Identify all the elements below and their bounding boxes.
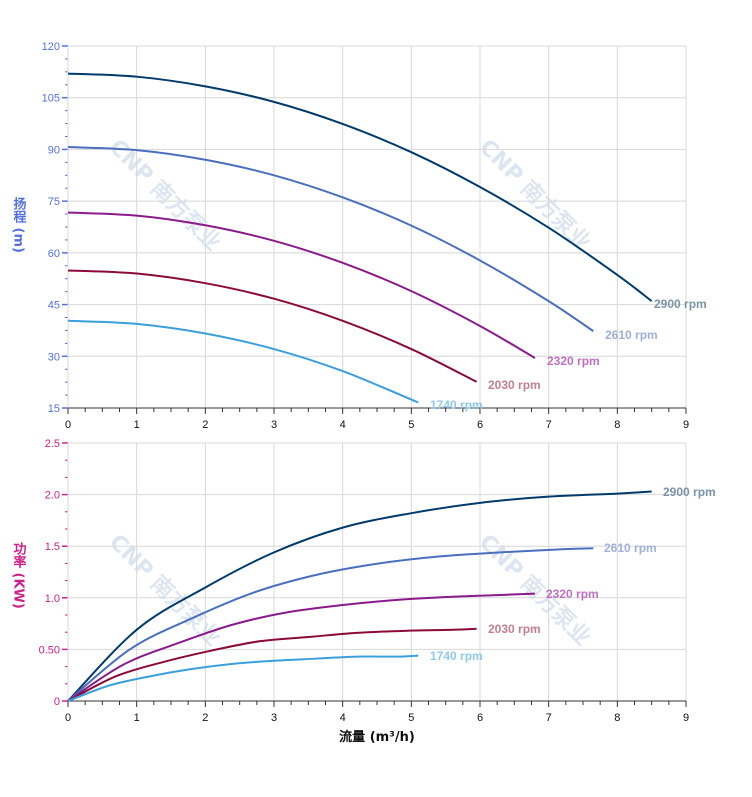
y-tick-label: 120 — [42, 41, 60, 53]
x-axis-label: 流量 (m³/h) — [339, 729, 415, 745]
series-line-2900-rpm — [67, 490, 652, 702]
x-tick-label: 0 — [65, 712, 71, 724]
y-tick-label: 2.0 — [45, 490, 60, 502]
x-tick-label: 9 — [683, 712, 689, 724]
x-tick-label: 4 — [340, 712, 346, 724]
x-tick-label: 3 — [271, 419, 277, 431]
x-tick-label: 0 — [65, 419, 71, 431]
x-tick-label: 1 — [134, 712, 140, 724]
y-tick-label: 1.5 — [45, 541, 60, 553]
y-tick-label: 90 — [48, 144, 60, 156]
series-line-2320-rpm — [67, 211, 536, 359]
y-axis-label: 功率 (KW) — [11, 542, 27, 609]
x-tick-label: 1 — [134, 419, 140, 431]
y-tick-label: 15 — [48, 403, 60, 415]
x-tick-label: 5 — [408, 419, 414, 431]
series-label: 2030 rpm — [488, 378, 541, 392]
series-line-2610-rpm — [67, 547, 594, 702]
x-tick-label: 6 — [477, 419, 483, 431]
series-line-2030-rpm — [67, 269, 478, 383]
x-tick-label: 4 — [340, 419, 346, 431]
series-line-2030-rpm — [67, 627, 477, 702]
y-tick-label: 2.5 — [45, 438, 60, 450]
watermark-logo: CNP 南方泵业 — [474, 134, 596, 256]
x-tick-label: 8 — [614, 419, 620, 431]
series-line-2320-rpm — [67, 592, 535, 702]
y-tick-label: 75 — [48, 196, 60, 208]
x-tick-label: 7 — [546, 419, 552, 431]
x-tick-label: 2 — [202, 419, 208, 431]
series-label: 2320 rpm — [546, 587, 599, 601]
series-label: 2900 rpm — [663, 485, 716, 499]
x-tick-label: 5 — [408, 712, 414, 724]
y-tick-label: 0.50 — [39, 644, 60, 656]
series-line-2900-rpm — [67, 72, 653, 302]
y-tick-label: 60 — [48, 248, 60, 260]
series-label: 2900 rpm — [654, 297, 707, 311]
series-label: 1740 rpm — [430, 649, 483, 663]
y-tick-label: 30 — [48, 351, 60, 363]
x-tick-label: 2 — [202, 712, 208, 724]
series-label: 2610 rpm — [604, 541, 657, 555]
series-line-1740-rpm — [67, 319, 419, 404]
series-label: 2320 rpm — [547, 354, 600, 368]
series-line-1740-rpm — [67, 654, 419, 702]
series-label: 2030 rpm — [488, 622, 541, 636]
y-tick-label: 1.0 — [45, 593, 60, 605]
x-tick-label: 9 — [683, 419, 689, 431]
y-tick-label: 0 — [54, 696, 60, 708]
x-tick-label: 7 — [546, 712, 552, 724]
series-label: 1740 rpm — [430, 398, 483, 412]
x-tick-label: 8 — [614, 712, 620, 724]
y-tick-label: 45 — [48, 300, 60, 312]
x-tick-label: 3 — [271, 712, 277, 724]
series-label: 2610 rpm — [605, 328, 658, 342]
series-line-2610-rpm — [67, 146, 594, 332]
y-tick-label: 105 — [42, 93, 60, 105]
x-tick-label: 6 — [477, 712, 483, 724]
y-axis-label: 扬程 (m) — [11, 196, 27, 253]
